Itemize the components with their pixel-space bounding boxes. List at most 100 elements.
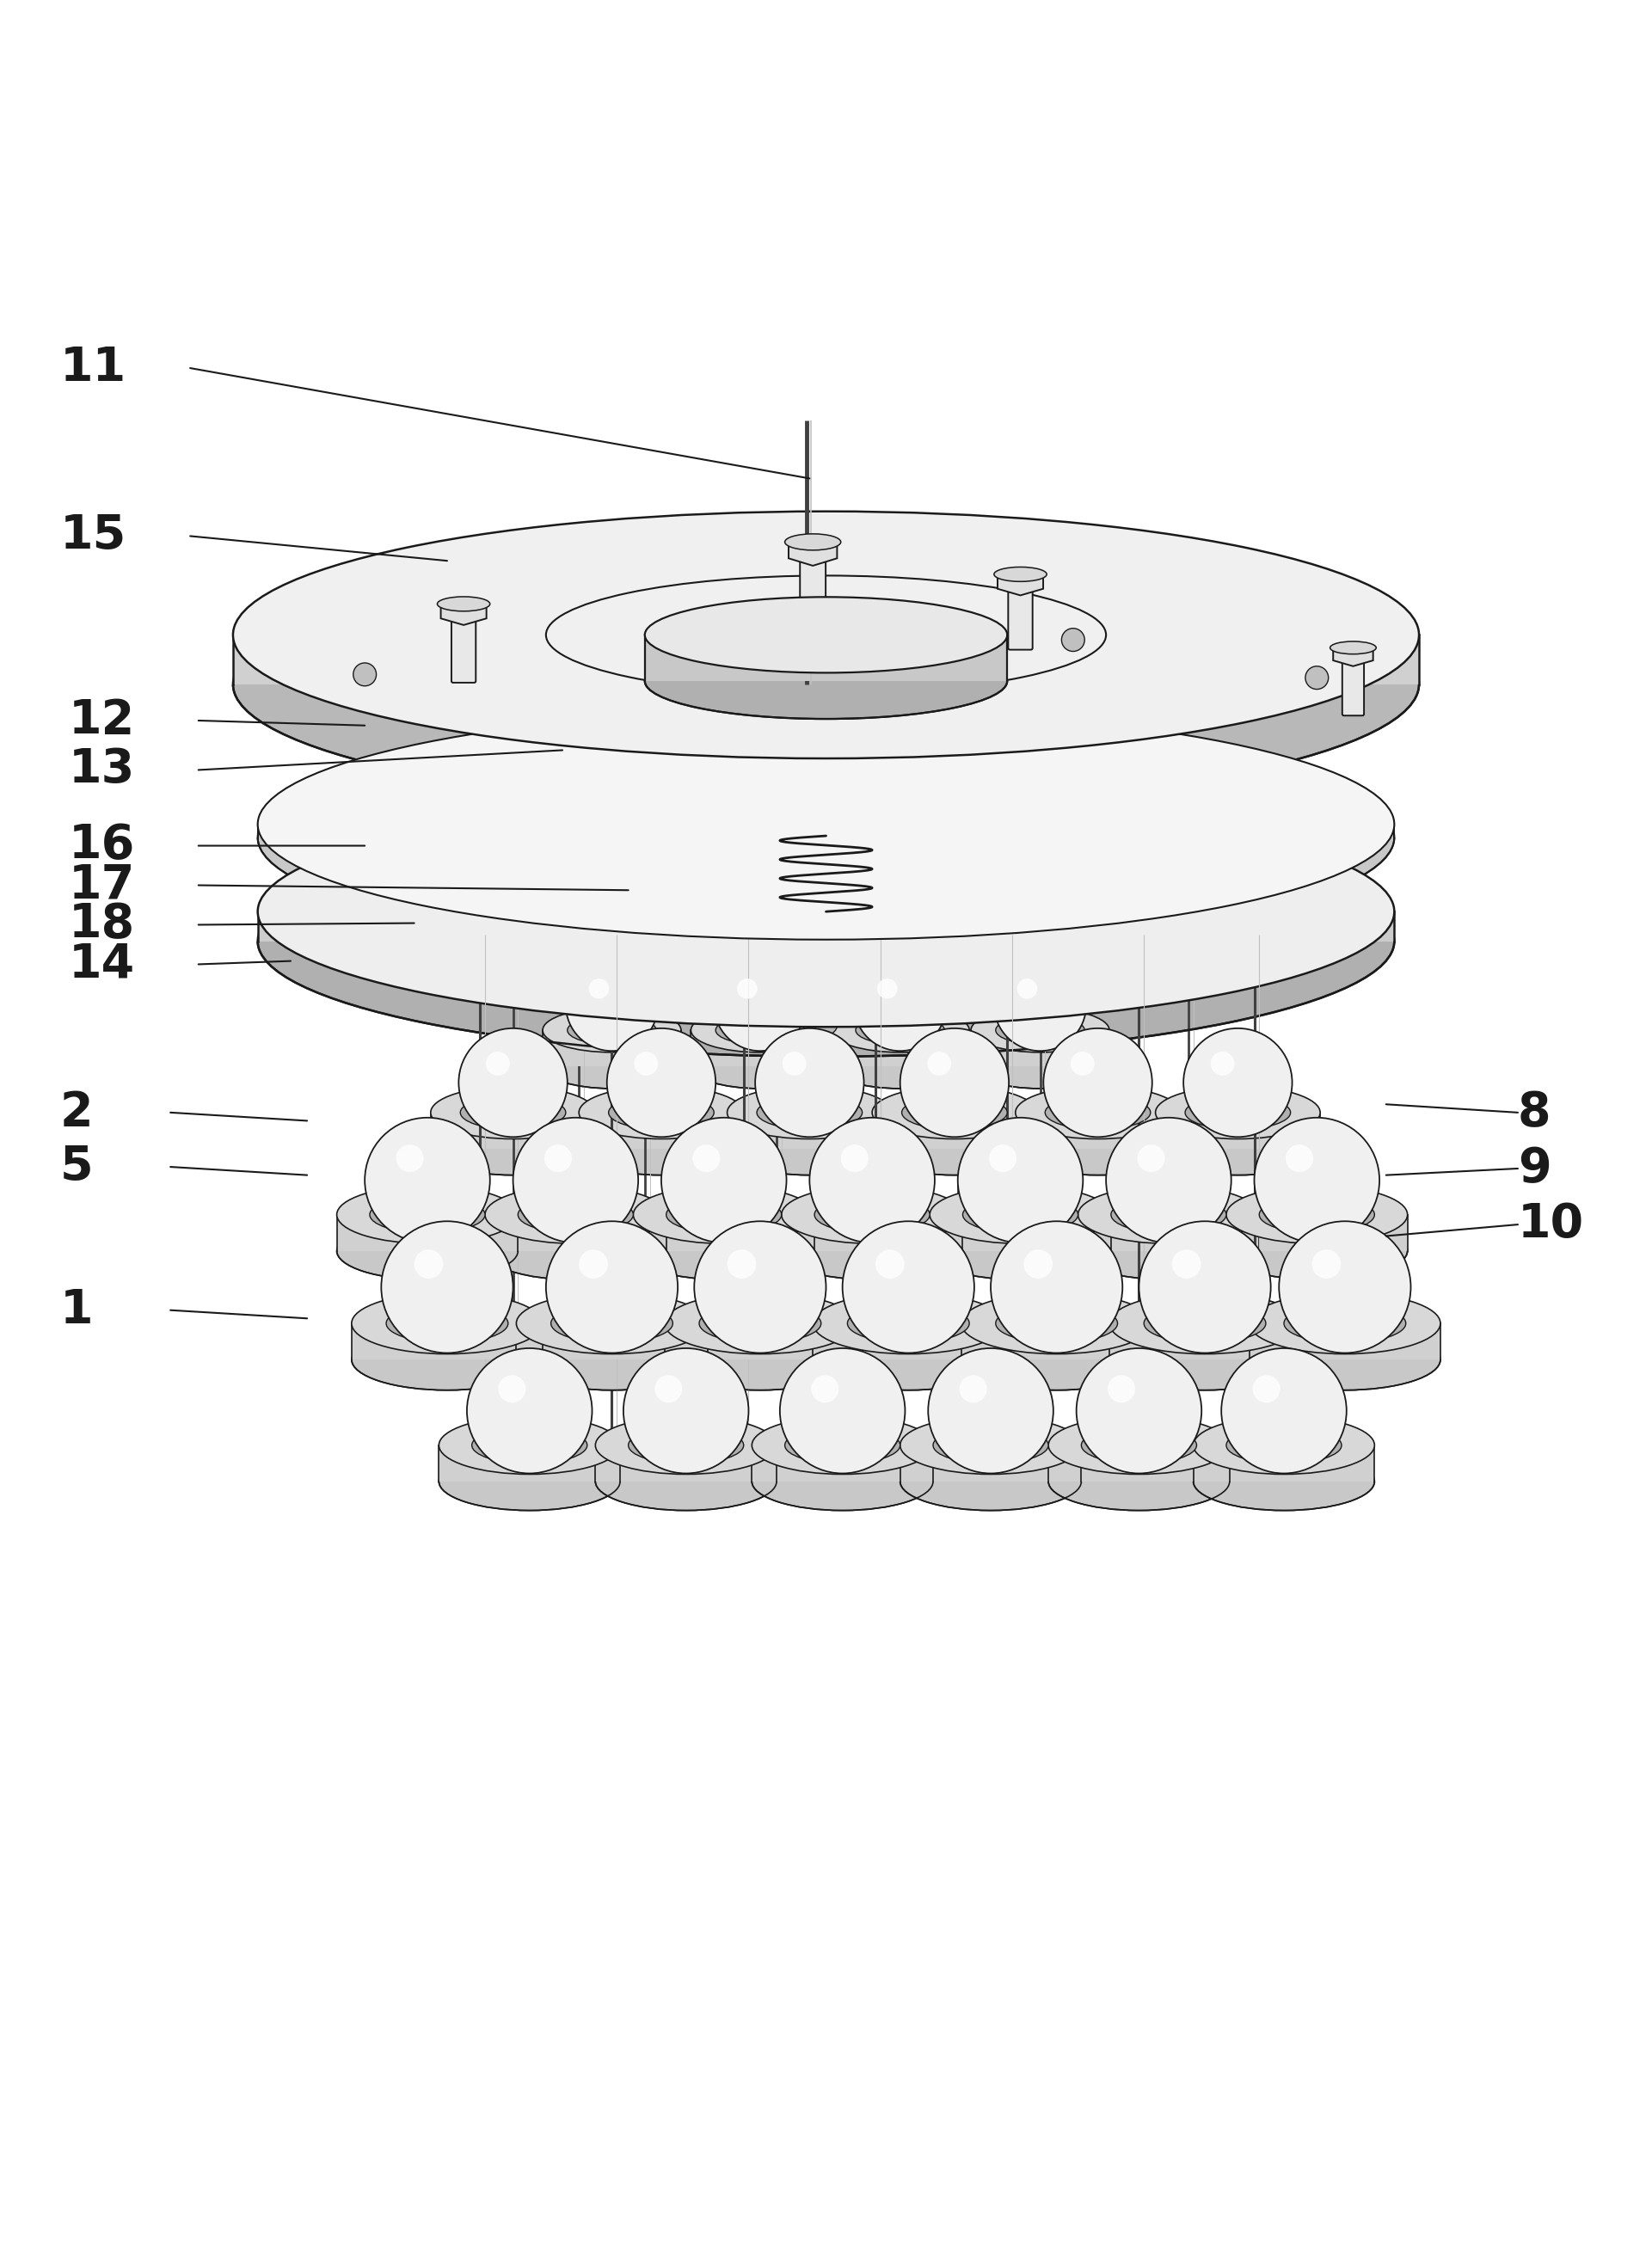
Polygon shape [691,1030,829,1066]
Ellipse shape [258,797,1394,1027]
Circle shape [623,1348,748,1474]
Ellipse shape [831,1007,970,1052]
Circle shape [606,1027,715,1138]
Ellipse shape [785,1427,900,1463]
Ellipse shape [1226,1222,1408,1280]
Polygon shape [233,634,1419,684]
Circle shape [634,1052,657,1075]
Ellipse shape [595,1452,776,1511]
Circle shape [793,878,859,944]
Ellipse shape [258,709,1394,939]
Ellipse shape [930,1222,1110,1280]
Circle shape [1285,1145,1313,1172]
Ellipse shape [1082,1427,1196,1463]
Circle shape [1279,1222,1411,1353]
Ellipse shape [872,1086,1037,1138]
Ellipse shape [1193,1416,1374,1474]
Ellipse shape [1079,1222,1259,1280]
Ellipse shape [1184,1095,1290,1129]
Circle shape [793,790,859,858]
Circle shape [928,1348,1054,1474]
Text: 14: 14 [68,942,134,987]
Ellipse shape [1249,1330,1441,1391]
Circle shape [1211,1052,1234,1075]
Ellipse shape [595,1416,776,1474]
Ellipse shape [439,1452,620,1511]
Ellipse shape [930,1185,1110,1244]
Text: 8: 8 [1518,1088,1551,1136]
Circle shape [877,978,897,998]
Circle shape [1137,1145,1165,1172]
Circle shape [900,1027,1009,1138]
Polygon shape [595,1445,776,1481]
Text: 12: 12 [68,698,135,743]
Circle shape [780,1348,905,1474]
Text: 17: 17 [68,863,135,908]
Ellipse shape [1143,1303,1265,1344]
Circle shape [415,1249,443,1278]
Circle shape [499,1375,525,1402]
Ellipse shape [831,1043,970,1088]
Ellipse shape [1249,1294,1441,1355]
Circle shape [654,1375,682,1402]
Circle shape [1171,1249,1201,1278]
Ellipse shape [664,1330,856,1391]
Ellipse shape [567,1016,656,1045]
Polygon shape [788,535,838,567]
Circle shape [459,1027,567,1138]
Text: 5: 5 [59,1143,93,1190]
Circle shape [1138,1222,1270,1353]
Circle shape [783,1052,806,1075]
Ellipse shape [431,1122,595,1174]
Ellipse shape [691,1043,829,1088]
Ellipse shape [1110,1294,1300,1355]
Circle shape [694,1222,826,1353]
Polygon shape [961,1323,1151,1359]
Ellipse shape [781,1222,963,1280]
Polygon shape [998,569,1042,596]
Circle shape [1044,1027,1151,1138]
Polygon shape [542,1030,681,1066]
Ellipse shape [542,1007,681,1052]
Ellipse shape [258,826,1394,1057]
Ellipse shape [486,1222,666,1280]
Ellipse shape [644,644,1008,718]
Ellipse shape [337,1222,519,1280]
Circle shape [1305,666,1328,689]
Text: 15: 15 [59,513,127,560]
Text: 18: 18 [68,901,135,948]
Polygon shape [517,1323,707,1359]
Ellipse shape [233,510,1419,759]
Circle shape [545,1222,677,1353]
Ellipse shape [961,1330,1151,1391]
Circle shape [1252,1375,1280,1402]
Ellipse shape [727,1122,892,1174]
Ellipse shape [550,1303,672,1344]
Ellipse shape [699,1303,821,1344]
Circle shape [692,1145,720,1172]
Ellipse shape [461,1095,565,1129]
Circle shape [661,1118,786,1242]
Ellipse shape [370,1197,486,1233]
Ellipse shape [995,567,1047,583]
Text: 1: 1 [59,1287,93,1334]
Ellipse shape [517,1330,707,1391]
Ellipse shape [971,1007,1110,1052]
Circle shape [876,1249,904,1278]
Polygon shape [831,1030,970,1066]
Ellipse shape [757,1095,862,1129]
Polygon shape [813,1323,1004,1359]
Ellipse shape [996,1303,1117,1344]
Text: 9: 9 [1518,1145,1551,1192]
Polygon shape [578,1113,743,1149]
Ellipse shape [519,1197,633,1233]
Ellipse shape [258,723,1394,953]
Ellipse shape [387,1303,509,1344]
Ellipse shape [856,1016,945,1045]
Polygon shape [1333,644,1373,666]
Polygon shape [258,824,1394,838]
Ellipse shape [872,1122,1037,1174]
Ellipse shape [1193,1452,1374,1511]
Circle shape [1183,1027,1292,1138]
Polygon shape [486,1215,666,1251]
